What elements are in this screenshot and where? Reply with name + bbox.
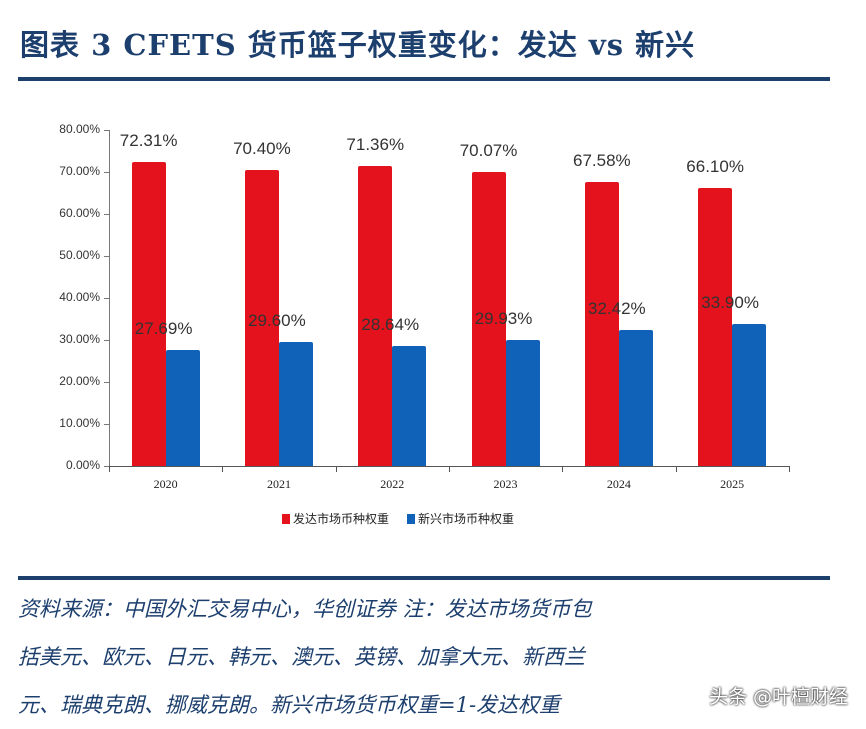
y-tick-mark (104, 172, 110, 173)
bar-chart: 0.00% 10.00% 20.00% 30.00% 40.00% 50.00% 60.00… (59, 122, 790, 491)
y-tick-label: 0.00% (65, 458, 100, 472)
data-label: 32.42% (588, 298, 646, 318)
figure-title: 图表 3 CFETS 货币篮子权重变化：发达 vs 新兴 (20, 28, 696, 62)
bar-emerging (278, 341, 313, 466)
data-label: 71.36% (346, 135, 405, 155)
legend-label-emerging: 新兴市场币种权重 (418, 512, 515, 526)
bar-emerging (392, 345, 427, 466)
bar-developed (131, 162, 166, 466)
source-note-line-1: 资料来源：中国外汇交易中心，华创证券 注：发达市场货币包 (18, 597, 592, 621)
x-tick-mark (675, 466, 677, 472)
y-tick-label: 30.00% (59, 332, 100, 346)
legend-label-developed: 发达市场币种权重 (293, 512, 390, 526)
legend-swatch-blue (407, 513, 416, 524)
x-tick-label: 2020 (153, 477, 178, 491)
bar-developed (471, 171, 506, 466)
x-tick-label: 2023 (493, 477, 518, 491)
y-tick-label: 20.00% (59, 374, 100, 388)
source-note-line-2: 括美元、欧元、日元、韩元、澳元、英镑、加拿大元、新西兰 (18, 645, 585, 669)
y-tick-mark (104, 130, 110, 131)
bar-emerging (618, 329, 653, 466)
y-tick-label: 70.00% (59, 164, 100, 178)
data-label: 70.07% (459, 140, 518, 160)
y-tick-mark (104, 424, 110, 425)
y-tick-label: 40.00% (59, 290, 100, 304)
bar-emerging (505, 340, 540, 466)
y-tick-mark (104, 214, 110, 215)
y-tick-mark (104, 466, 110, 467)
data-label: 28.64% (361, 314, 420, 334)
x-tick-label: 2024 (606, 477, 631, 491)
data-label: 67.58% (573, 151, 631, 171)
data-label: 72.31% (119, 131, 178, 151)
y-tick-label: 80.00% (59, 122, 100, 136)
x-tick-label: 2025 (720, 477, 745, 491)
data-label: 29.60% (248, 310, 306, 330)
x-tick-mark (109, 466, 110, 472)
y-tick-mark (104, 340, 110, 341)
bar-developed (358, 166, 393, 466)
legend-swatch-red (282, 513, 290, 524)
y-tick-mark (104, 298, 110, 299)
bar-developed (584, 182, 619, 466)
x-tick-label: 2021 (266, 477, 291, 491)
y-tick-label: 10.00% (59, 416, 100, 430)
source-note-line-3: 元、瑞典克朗、挪威克朗。新兴市场货币权重=1-发达权重 (18, 693, 561, 717)
data-label: 33.90% (701, 292, 759, 312)
bar-developed (698, 188, 733, 466)
x-tick-mark (335, 466, 337, 472)
data-label: 66.10% (686, 157, 744, 177)
watermark: 头条 @叶檀财经 (708, 686, 848, 708)
title-divider (18, 77, 830, 81)
data-label: 29.93% (474, 309, 533, 329)
x-tick-mark (562, 466, 564, 472)
bar-emerging (165, 349, 200, 466)
data-label: 27.69% (134, 318, 193, 338)
x-tick-mark (222, 466, 224, 472)
y-tick-label: 60.00% (59, 206, 100, 220)
x-tick-mark (788, 466, 790, 472)
legend-item-emerging: 新兴市场币种权重 (407, 510, 514, 527)
x-tick-label: 2022 (380, 477, 405, 491)
source-note: 资料来源：中国外汇交易中心，华创证券 注：发达市场货币包 括美元、欧元、日元、韩… (18, 585, 838, 729)
y-tick-label: 50.00% (59, 248, 100, 262)
bar-emerging (732, 323, 767, 466)
legend-item-developed: 发达市场币种权重 (282, 510, 389, 527)
data-label: 70.40% (233, 139, 291, 159)
footer-divider (18, 576, 830, 580)
bar-developed (244, 170, 279, 466)
y-tick-mark (104, 256, 110, 257)
x-tick-mark (448, 466, 450, 472)
chart-legend: 发达市场币种权重 新兴市场币种权重 (282, 510, 514, 527)
y-tick-mark (104, 382, 110, 383)
